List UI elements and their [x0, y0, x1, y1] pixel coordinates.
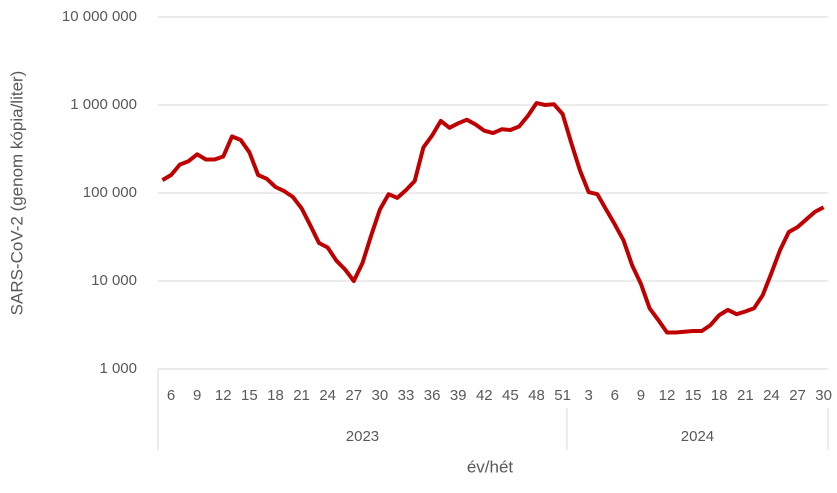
x-tick-label: 12	[659, 387, 676, 404]
year-label: 2023	[346, 428, 379, 445]
x-tick-label: 36	[424, 387, 441, 404]
x-tick-label: 27	[345, 387, 362, 404]
y-tick-label: 100 000	[83, 184, 137, 201]
y-tick-label: 1 000 000	[70, 96, 137, 113]
y-tick-label: 1 000	[99, 360, 137, 377]
x-tick-label: 33	[398, 387, 415, 404]
y-tick-label: 10 000 000	[62, 8, 137, 25]
x-tick-label: 39	[450, 387, 467, 404]
y-tick-label: 10 000	[91, 272, 137, 289]
x-tick-label: 15	[685, 387, 702, 404]
x-tick-label: 24	[763, 387, 780, 404]
x-tick-label: 18	[711, 387, 728, 404]
x-tick-label: 9	[193, 387, 201, 404]
x-tick-label: 24	[319, 387, 336, 404]
x-tick-label: 45	[502, 387, 519, 404]
x-tick-label: 21	[293, 387, 310, 404]
x-tick-label: 18	[267, 387, 284, 404]
x-tick-label: 48	[528, 387, 545, 404]
y-axis-title: SARS-CoV-2 (genom kópia/liter)	[7, 71, 26, 316]
x-tick-label: 3	[585, 387, 593, 404]
data-line	[161, 101, 825, 335]
x-tick-label: 51	[554, 387, 571, 404]
x-tick-label: 21	[737, 387, 754, 404]
x-tick-label: 30	[372, 387, 389, 404]
x-tick-label: 15	[241, 387, 258, 404]
year-label: 2024	[681, 428, 714, 445]
x-tick-label: 27	[789, 387, 806, 404]
x-tick-label: 6	[611, 387, 619, 404]
x-tick-label: 42	[476, 387, 493, 404]
x-tick-label: 30	[815, 387, 832, 404]
x-tick-label: 9	[637, 387, 645, 404]
x-axis-title: év/hét	[467, 457, 514, 476]
x-tick-label: 12	[215, 387, 232, 404]
x-tick-label: 6	[167, 387, 175, 404]
